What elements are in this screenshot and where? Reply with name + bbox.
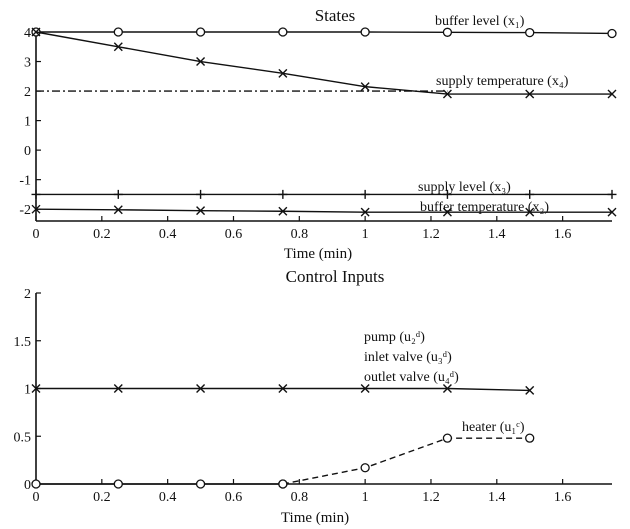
chart0-series-3-point-7: [607, 189, 617, 199]
chart1-y-tick-label-1-5: 1.5: [14, 335, 32, 350]
chart1-series-2-line: [282, 437, 530, 485]
chart0-series-4-point-7: [607, 207, 617, 217]
chart1-x-tick-label-1-6: 1.6: [554, 490, 572, 505]
chart1-series-0-point-3: [278, 384, 288, 393]
states-chart-title: States: [315, 6, 356, 25]
chart1-x-tick-label-1-4: 1.4: [488, 490, 506, 505]
chart1-series-0-point-5: [442, 384, 452, 393]
chart0-series-4-point-0: [31, 204, 41, 214]
chart1-series-0-point-0: [31, 384, 41, 393]
states-x-axis-title: Time (min): [284, 246, 352, 262]
label-outlet-valve: outlet valve (u₄ᵈ): [364, 370, 459, 385]
chart1-series-2-point-2: [442, 433, 453, 443]
chart0-series-0-point-5: [442, 27, 453, 37]
chart1-y-tick-label-1: 1: [24, 383, 31, 398]
chart0-x-tick-label-0-8: 0.8: [291, 227, 309, 242]
chart0-series-1-point-7: [607, 89, 617, 99]
chart0-series-4-point-6: [525, 207, 535, 217]
chart0-y-tick-label-2: 2: [24, 85, 31, 100]
chart0-x-tick-label-0: 0: [33, 227, 40, 242]
chart0-series-0-point-1: [113, 27, 123, 37]
chart1-series-1-point-2: [195, 479, 206, 489]
chart0-series-3-point-5: [442, 189, 452, 199]
chart0-series-1-point-0: [31, 27, 41, 37]
chart0-series-0-point-3: [278, 27, 288, 37]
chart1-y-tick-label-2: 2: [24, 287, 31, 302]
chart0-x-tick-label-1-6: 1.6: [554, 227, 572, 242]
chart1-series-0-point-2: [196, 384, 206, 393]
label-inlet-valve: inlet valve (u₃ᵈ): [364, 350, 452, 365]
chart1-series-1-point-1: [113, 479, 123, 489]
chart1-x-tick-label-0-4: 0.4: [159, 490, 177, 505]
chart1-series-2-point-3: [525, 433, 535, 443]
chart1-x-tick-label-0: 0: [33, 490, 40, 505]
chart0-series-4-line: [35, 208, 612, 213]
chart0-series-3-point-2: [196, 189, 206, 199]
chart0-series-1-point-4: [360, 82, 370, 92]
chart1-y-tick-label-0-5: 0.5: [14, 430, 32, 445]
chart0-series-1-point-2: [196, 57, 206, 67]
states-panel: States Time (min) buffer level (x₁) supp…: [19, 6, 617, 262]
control-inputs-chart-title: Control Inputs: [286, 267, 385, 286]
label-heater: heater (u₁ᶜ): [462, 420, 525, 435]
chart0-series-1-point-5: [442, 89, 452, 99]
chart0-series-4-point-2: [196, 206, 206, 216]
chart1-x-tick-label-1: 1: [362, 490, 369, 505]
chart1-x-tick-label-1-2: 1.2: [422, 490, 440, 505]
chart0-x-tick-label-1: 1: [362, 227, 369, 242]
chart0-series-0-line: [36, 31, 613, 35]
chart0-series-1-point-6: [525, 89, 535, 99]
label-supply-temperature: supply temperature (x₄): [436, 74, 569, 89]
chart1-x-tick-label-0-2: 0.2: [93, 490, 111, 505]
chart0-series-3-point-3: [278, 189, 288, 199]
chart0-series-1-point-3: [278, 68, 288, 78]
chart1-series-2-point-1: [360, 463, 370, 473]
chart0-series-4-point-1: [113, 205, 123, 215]
chart0-series-4-point-5: [442, 207, 452, 217]
chart1-series-0-point-4: [360, 384, 370, 393]
label-pump: pump (u₂ᵈ): [364, 330, 425, 345]
chart0-y-tick-label-0: 0: [24, 144, 31, 159]
chart0-y-tick-label-1: 1: [24, 115, 31, 130]
chart0-x-tick-label-0-6: 0.6: [225, 227, 243, 242]
chart1-series-2-point-0: [278, 479, 288, 489]
chart0-series-1-point-1: [113, 42, 123, 52]
chart1-x-tick-label-0-8: 0.8: [291, 490, 309, 505]
chart0-x-tick-label-0-4: 0.4: [159, 227, 177, 242]
chart0-series-3-point-6: [525, 189, 535, 199]
chart0-y-tick-label-3: 3: [24, 56, 31, 71]
chart1-y-tick-label-0: 0: [24, 478, 31, 493]
chart0-series-1-line: [35, 31, 612, 95]
chart0-series-4-point-4: [360, 207, 370, 217]
chart1-series-0-point-1: [113, 384, 123, 393]
chart0-series-4-point-3: [278, 206, 288, 216]
chart1-x-tick-label-0-6: 0.6: [225, 490, 243, 505]
chart0-series-0-point-4: [360, 27, 370, 37]
chart1-series-0-point-6: [525, 385, 535, 395]
chart1-series-1-point-0: [31, 479, 41, 489]
chart0-series-3-point-1: [113, 189, 123, 199]
chart0-x-tick-label-1-2: 1.2: [422, 227, 440, 242]
chart0-y-tick-label-1: -1: [19, 174, 31, 189]
chart0-series-0-point-6: [525, 27, 535, 38]
chart0-x-tick-label-0-2: 0.2: [93, 227, 111, 242]
chart0-x-tick-label-1-4: 1.4: [488, 227, 506, 242]
label-supply-level: supply level (x₃): [418, 180, 511, 195]
control-inputs-x-axis-title: Time (min): [281, 510, 349, 526]
chart0-y-tick-label-4: 4: [24, 26, 31, 41]
chart0-series-3-point-4: [360, 189, 370, 199]
control-inputs-panel: Control Inputs Time (min) pump (u₂ᵈ) inl…: [14, 267, 612, 526]
label-buffer-level: buffer level (x₁): [435, 14, 525, 29]
chart0-series-3-point-0: [31, 189, 41, 199]
chart0-y-tick-label-2: -2: [19, 203, 31, 218]
chart0-series-0-point-2: [195, 27, 206, 37]
label-buffer-temperature: buffer temperature (x₂): [420, 200, 549, 215]
chart0-series-0-point-7: [607, 28, 617, 39]
